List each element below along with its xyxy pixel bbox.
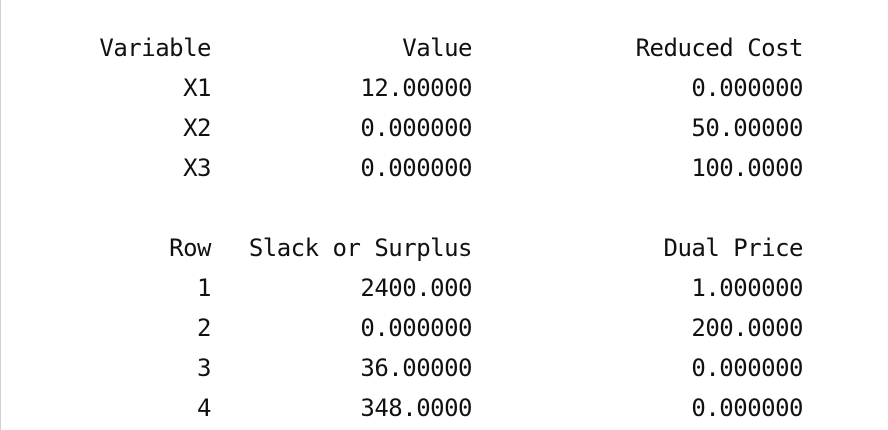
column-header-slack-or-surplus: Slack or Surplus [248,234,473,262]
dual-price-value: 200.0000 [691,314,803,342]
rows-table: Row Slack or Surplus Dual Price 1 2400.0… [0,228,888,428]
dual-price-value: 1.000000 [691,274,803,302]
row-number: 2 [197,314,211,342]
dual-price-value: 0.000000 [691,354,803,382]
variable-value: 0.000000 [360,114,472,142]
left-border [0,0,1,430]
variable-name: X3 [183,154,211,182]
table-row: X3 0.000000 100.0000 [0,148,888,188]
slack-or-surplus-value: 36.00000 [360,354,472,382]
variables-table: Variable Value Reduced Cost X1 12.00000 … [0,28,888,188]
table-row: 4 348.0000 0.000000 [0,388,888,428]
column-header-row: Row [169,234,211,262]
variable-reduced-cost: 100.0000 [691,154,803,182]
table-row: X2 0.000000 50.00000 [0,108,888,148]
variable-name: X1 [183,74,211,102]
table-row: 2 0.000000 200.0000 [0,308,888,348]
column-header-dual-price: Dual Price [663,234,804,262]
variable-reduced-cost: 0.000000 [691,74,803,102]
table-row: 3 36.00000 0.000000 [0,348,888,388]
variable-value: 12.00000 [360,74,472,102]
slack-or-surplus-value: 2400.000 [360,274,472,302]
table-header-row: Variable Value Reduced Cost [0,28,888,68]
variable-value: 0.000000 [360,154,472,182]
table-row: 1 2400.000 1.000000 [0,268,888,308]
row-number: 3 [197,354,211,382]
column-header-reduced-cost: Reduced Cost [635,34,804,62]
table-row: X1 12.00000 0.000000 [0,68,888,108]
column-header-value: Value [402,34,472,62]
table-header-row: Row Slack or Surplus Dual Price [0,228,888,268]
column-header-variable: Variable [99,34,211,62]
row-number: 4 [197,394,211,422]
variable-reduced-cost: 50.00000 [691,114,803,142]
row-number: 1 [197,274,211,302]
slack-or-surplus-value: 348.0000 [360,394,472,422]
dual-price-value: 0.000000 [691,394,803,422]
slack-or-surplus-value: 0.000000 [360,314,472,342]
variable-name: X2 [183,114,211,142]
